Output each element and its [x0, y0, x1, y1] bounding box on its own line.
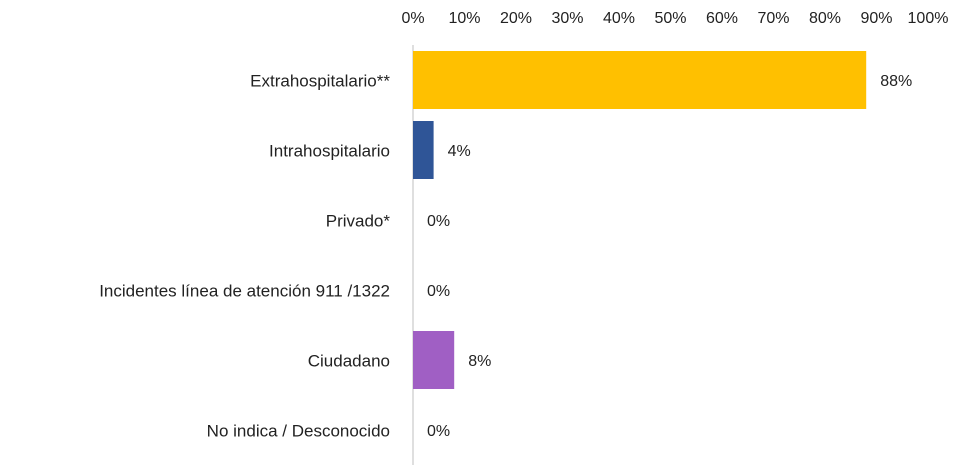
- x-tick-label: 20%: [500, 10, 532, 27]
- x-tick-label: 80%: [809, 10, 841, 27]
- x-tick-label: 50%: [654, 10, 686, 27]
- value-label: 0%: [427, 423, 450, 440]
- x-tick-label: 100%: [908, 10, 949, 27]
- x-tick-label: 10%: [448, 10, 480, 27]
- x-tick-label: 70%: [757, 10, 789, 27]
- bar: [413, 51, 867, 109]
- category-label: No indica / Desconocido: [207, 421, 390, 440]
- bar: [413, 331, 455, 389]
- category-label: Privado*: [326, 211, 391, 230]
- x-tick-label: 90%: [860, 10, 892, 27]
- category-label: Intrahospitalario: [269, 141, 390, 160]
- x-tick-label: 30%: [551, 10, 583, 27]
- x-tick-label: 60%: [706, 10, 738, 27]
- category-label: Extrahospitalario**: [250, 71, 390, 90]
- value-label: 8%: [468, 353, 491, 370]
- x-tick-label: 0%: [401, 10, 424, 27]
- value-label: 88%: [880, 73, 912, 90]
- value-label: 4%: [448, 143, 471, 160]
- value-label: 0%: [427, 283, 450, 300]
- category-label: Incidentes línea de atención 911 /1322: [99, 281, 390, 300]
- x-tick-label: 40%: [603, 10, 635, 27]
- bar: [413, 121, 434, 179]
- value-label: 0%: [427, 213, 450, 230]
- category-label: Ciudadano: [308, 351, 390, 370]
